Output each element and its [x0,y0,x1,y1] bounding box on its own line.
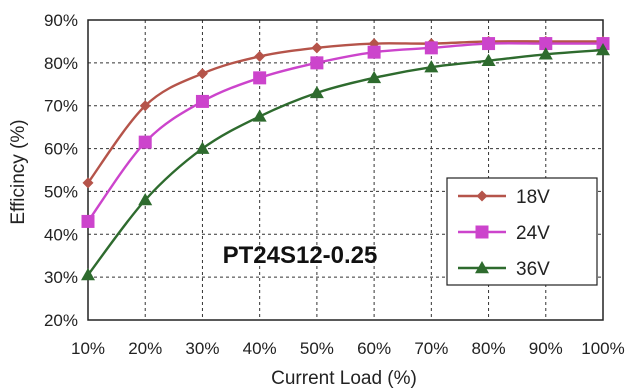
series-18v [82,35,609,189]
legend-item: 18V [458,187,550,208]
legend-marker [475,261,489,274]
y-tick-label: 70% [44,97,78,116]
legend-item: 24V [458,223,550,244]
x-tick-label: 80% [472,339,506,358]
x-tick-label: 20% [128,339,162,358]
legend: 18V 24V 36V [446,177,598,286]
legend-label: 24V [516,223,550,244]
plot-frame [87,19,604,321]
x-tick-label: 60% [357,339,391,358]
legend-label: 18V [516,187,550,208]
y-tick-label: 20% [44,311,78,330]
data-point [539,37,553,51]
data-point [424,60,439,73]
series-line [87,48,604,276]
data-point [254,50,266,62]
data-point [82,177,94,189]
series-layer [81,35,610,281]
data-point [252,109,267,122]
data-point [195,94,209,108]
data-point [424,41,438,55]
data-point [195,141,210,154]
y-axis-title: Efficincy (%) [8,119,29,224]
series-line [87,42,603,223]
legend-marker [476,190,488,202]
data-point [196,68,208,80]
x-tick-label: 100% [581,339,624,358]
x-tick-label: 30% [185,339,219,358]
y-tick-label: 30% [44,268,78,287]
data-point [138,135,152,149]
x-tick-label: 50% [300,339,334,358]
data-point [482,37,496,51]
x-axis-title: Current Load (%) [271,368,417,388]
y-tick-label: 60% [44,140,78,159]
model-annotation: PT24S12-0.25 [223,242,378,269]
data-point [311,42,323,54]
data-point [81,268,95,281]
y-axis-ticks: 20% 30% 40% 50% 60% 70% 80% 90% [44,11,78,330]
series-36v [81,43,610,281]
x-tick-label: 10% [71,339,105,358]
data-point [138,193,153,206]
legend-label: 36V [516,259,550,280]
data-point [81,214,95,228]
data-point [538,47,553,60]
y-tick-label: 80% [44,54,78,73]
data-point [481,53,496,66]
series-line [87,40,604,184]
y-tick-label: 90% [44,11,78,30]
x-tick-label: 70% [414,339,448,358]
y-tick-label: 40% [44,225,78,244]
y-tick-label: 50% [44,182,78,201]
data-point [367,45,381,59]
legend-item: 36V [458,259,550,280]
series-24v [81,37,610,228]
data-point [253,71,267,85]
data-point [596,43,610,56]
data-point [309,85,324,99]
x-tick-label: 40% [243,339,277,358]
x-tick-label: 90% [529,339,563,358]
data-point [310,56,324,70]
data-point [139,100,151,112]
data-point [367,70,382,84]
x-axis-ticks: 10% 20% 30% 40% 50% 60% 70% 80% 90% 100% [71,339,625,358]
legend-marker [475,225,489,239]
